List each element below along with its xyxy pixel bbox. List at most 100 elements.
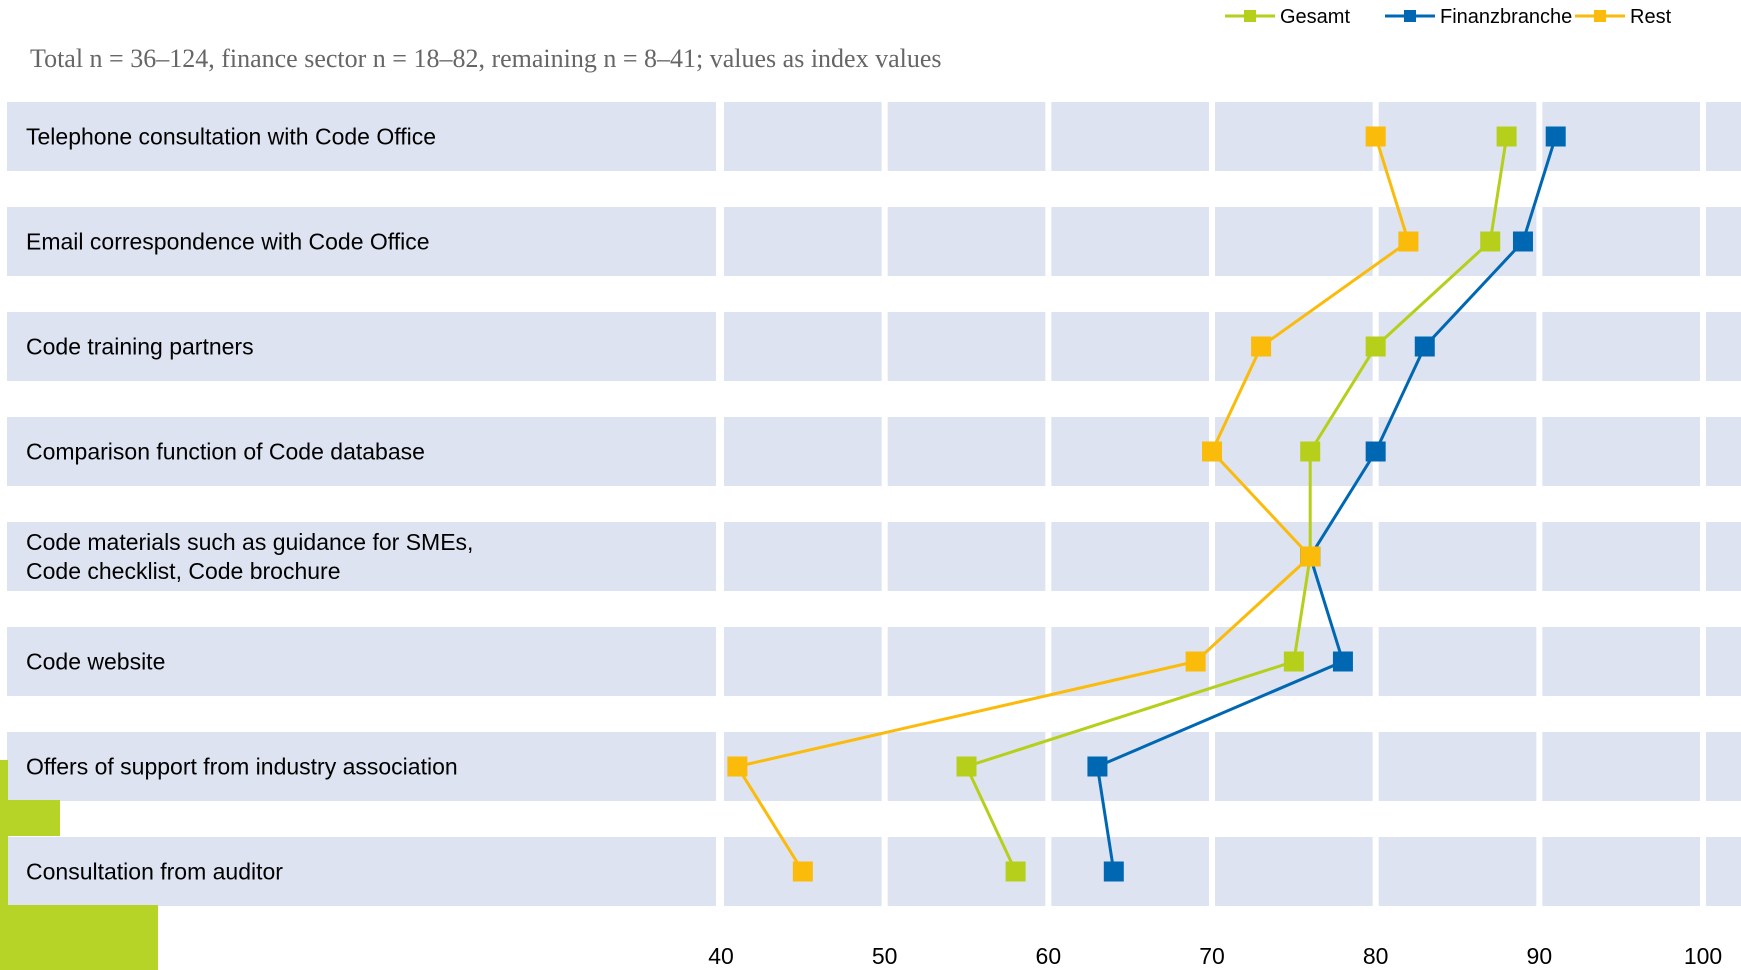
row-label-band (7, 627, 716, 696)
row-label-band (7, 837, 716, 906)
category-label: Email correspondence with Code Office (26, 229, 430, 255)
category-label: Comparison function of Code database (26, 439, 425, 465)
series-point (1512, 231, 1533, 252)
series-line (734, 136, 1411, 873)
x-tick-label: 60 (1036, 943, 1062, 969)
grid-cell (1706, 102, 1741, 171)
x-tick-label: 100 (1684, 943, 1722, 969)
grid-cell (1215, 522, 1373, 591)
grid-cell (887, 522, 1046, 591)
row-label-band (7, 207, 716, 276)
grid-cell (1706, 207, 1741, 276)
grid-cell (1706, 312, 1741, 381)
grid-cell (1215, 102, 1373, 171)
grid-cell (724, 312, 882, 381)
grid-cell (1051, 732, 1209, 801)
grid-cell (1051, 522, 1209, 591)
legend-marker (1244, 10, 1256, 22)
category-label: Code checklist, Code brochure (26, 558, 341, 584)
x-tick-label: 90 (1527, 943, 1553, 969)
series-point (1545, 126, 1566, 147)
grid-cell (887, 627, 1046, 696)
grid-cell (1542, 102, 1700, 171)
legend-marker (1404, 10, 1416, 22)
grid-cell (1378, 312, 1537, 381)
grid-cell (1542, 417, 1700, 486)
accent-block-large (0, 905, 158, 970)
series-point (1365, 441, 1386, 462)
series-point (1300, 441, 1321, 462)
grid-cell (1706, 837, 1741, 906)
grid-cell (1378, 522, 1537, 591)
row-label-band (7, 102, 716, 171)
grid-cell (1378, 627, 1537, 696)
grid-cell (1378, 837, 1537, 906)
x-tick-label: 40 (708, 943, 734, 969)
x-tick-label: 80 (1363, 943, 1389, 969)
series-line (1095, 136, 1558, 872)
series-rest (727, 126, 1419, 882)
category-label: Telephone consultation with Code Office (26, 124, 436, 150)
grid-cell (1542, 732, 1700, 801)
grid-cell (1051, 417, 1209, 486)
row-label-band (7, 522, 716, 591)
accent-block-small (0, 800, 60, 836)
series-point (1414, 336, 1435, 357)
x-tick-label: 70 (1199, 943, 1225, 969)
series-point (1283, 651, 1304, 672)
grid-cell (1051, 837, 1209, 906)
x-axis-ticks: 40 50 60 70 80 90 100 (708, 943, 1722, 969)
series-point (956, 756, 977, 777)
category-labels: Telephone consultation with Code Office E… (26, 124, 473, 885)
series-gesamt (956, 126, 1517, 882)
grid-cell (724, 522, 882, 591)
series-point (1365, 336, 1386, 357)
legend-label: Gesamt (1280, 6, 1350, 28)
series-point (1398, 231, 1419, 252)
legend-item: Rest (1575, 6, 1672, 28)
series-point (1103, 861, 1124, 882)
grid-cell (1051, 207, 1209, 276)
series-line (964, 136, 1509, 873)
chart-subtitle: Total n = 36–124, finance sector n = 18–… (30, 44, 942, 73)
grid-cell (724, 417, 882, 486)
grid-cell (1215, 417, 1373, 486)
category-label: Code website (26, 649, 165, 675)
grid-cell (1542, 522, 1700, 591)
grid-cell (887, 417, 1046, 486)
series-point (792, 861, 813, 882)
grid-cell (724, 627, 882, 696)
grid-cell (1706, 522, 1741, 591)
x-tick-label: 50 (872, 943, 898, 969)
grid-cell (1378, 732, 1537, 801)
grid-cell (1706, 417, 1741, 486)
row-label-band (7, 417, 716, 486)
row-bands (7, 102, 1741, 906)
grid-cell (1051, 102, 1209, 171)
category-label: Code materials such as guidance for SMEs… (26, 529, 473, 555)
row-label-band (7, 732, 716, 801)
grid-cell (1215, 207, 1373, 276)
grid-cell (1215, 732, 1373, 801)
series-point (727, 756, 748, 777)
legend-label: Finanzbranche (1440, 6, 1572, 28)
legend-marker (1594, 10, 1606, 22)
category-label: Consultation from auditor (26, 859, 283, 885)
accent-decoration (0, 760, 158, 970)
category-label: Offers of support from industry associat… (26, 754, 458, 780)
series-point (1185, 651, 1206, 672)
series-point (1480, 231, 1501, 252)
legend-label: Rest (1630, 6, 1672, 28)
grid-cell (1051, 312, 1209, 381)
grid-cell (1542, 312, 1700, 381)
series-point (1251, 336, 1272, 357)
series-finanzbranche (1087, 126, 1566, 882)
grid-cell (724, 732, 882, 801)
row-label-band (7, 312, 716, 381)
series-point (1005, 861, 1026, 882)
grid-cell (1706, 732, 1741, 801)
grid-cell (724, 207, 882, 276)
grid-cell (1542, 837, 1700, 906)
grid-cell (887, 312, 1046, 381)
